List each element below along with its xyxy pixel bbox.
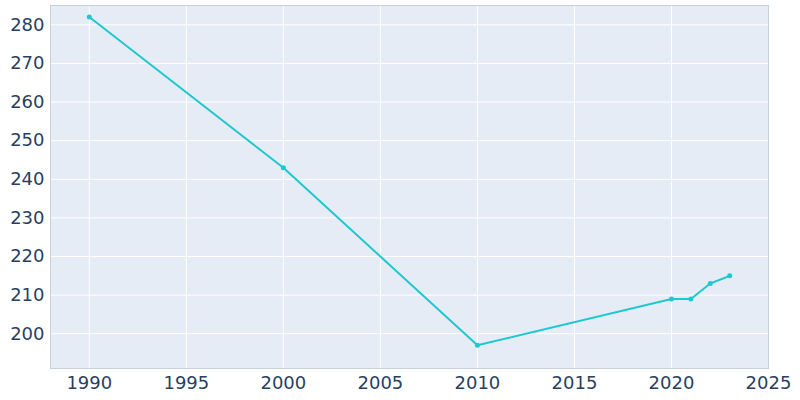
- svg-text:1995: 1995: [163, 372, 209, 393]
- svg-text:2000: 2000: [260, 372, 306, 393]
- svg-text:2010: 2010: [455, 372, 501, 393]
- svg-text:200: 200: [10, 323, 44, 344]
- svg-text:240: 240: [10, 168, 44, 189]
- svg-text:2005: 2005: [357, 372, 403, 393]
- svg-text:270: 270: [10, 52, 44, 73]
- svg-text:250: 250: [10, 129, 44, 150]
- svg-text:1990: 1990: [66, 372, 112, 393]
- svg-text:220: 220: [10, 245, 44, 266]
- svg-text:260: 260: [10, 91, 44, 112]
- svg-text:230: 230: [10, 207, 44, 228]
- svg-text:2020: 2020: [649, 372, 695, 393]
- svg-text:280: 280: [10, 14, 44, 35]
- svg-text:2015: 2015: [552, 372, 598, 393]
- svg-text:210: 210: [10, 284, 44, 305]
- svg-text:2025: 2025: [746, 372, 792, 393]
